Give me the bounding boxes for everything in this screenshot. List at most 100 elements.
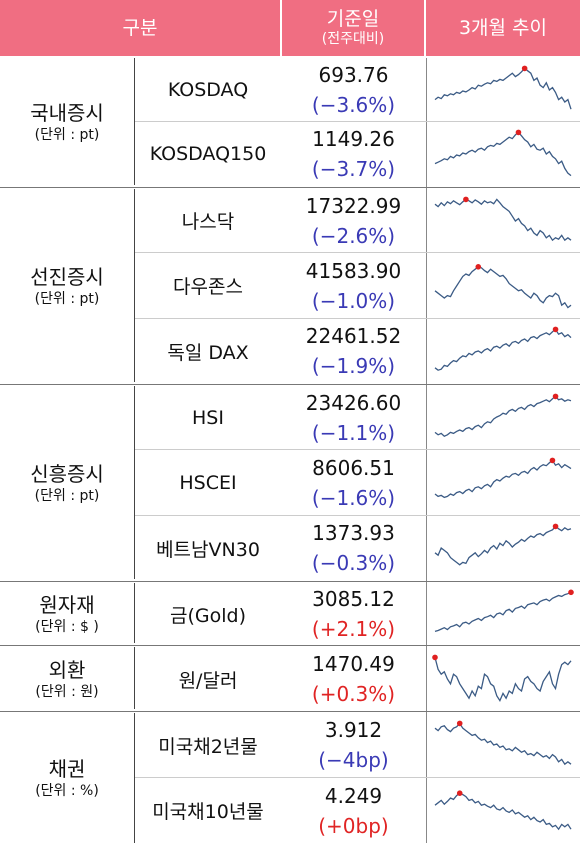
- group-name: 원자재: [39, 593, 95, 617]
- item-name: KOSDAQ: [167, 78, 249, 101]
- item-value: 3.912 (−4bp): [282, 713, 425, 777]
- divider: [134, 583, 135, 643]
- sparkline-path: [434, 459, 572, 499]
- sparkline-path: [434, 395, 572, 437]
- sparkline-peak-marker: [432, 654, 438, 661]
- sparkline-peak-marker: [475, 264, 482, 270]
- sparkline-path: [434, 657, 572, 702]
- item-value: 693.76 (−3.6%): [282, 58, 425, 121]
- sparkline-path: [434, 722, 572, 766]
- value-number: 23426.60: [305, 390, 402, 415]
- header-trend: 3개월 추이: [458, 17, 548, 39]
- value-change: (−1.1%): [311, 420, 396, 445]
- row-divider: [135, 777, 580, 778]
- group-fx: 외환 (단위 : 원): [0, 647, 134, 711]
- row-divider: [135, 121, 580, 122]
- item-name: 나스닥: [181, 211, 235, 233]
- divider: [134, 189, 135, 382]
- header-category: 구분: [122, 17, 158, 39]
- row-divider: [135, 318, 580, 319]
- item-name: HSI: [192, 406, 224, 429]
- item-name: KOSDAQ150: [149, 143, 267, 165]
- trend-sparkline: [434, 589, 574, 633]
- item-name: 베트남VN30: [156, 538, 260, 561]
- sparkline-path: [434, 266, 572, 309]
- value-number: 41583.90: [305, 258, 402, 283]
- divider: [134, 713, 135, 843]
- trend-sparkline: [432, 654, 572, 702]
- group-divider: [0, 581, 580, 582]
- value-number: 693.76: [318, 62, 389, 87]
- sparkline-path: [434, 328, 572, 371]
- divider: [134, 386, 135, 579]
- sparkline-peak-marker: [549, 457, 556, 464]
- value-number: 3.912: [324, 718, 383, 742]
- value-change: (+2.1%): [311, 617, 396, 641]
- value-change: (+0bp): [318, 813, 389, 838]
- sparkline-path: [434, 591, 572, 633]
- header-value-cell: 기준일 (전주대비): [282, 0, 424, 56]
- group-unit: (단위 : $ ): [35, 619, 99, 635]
- item-name: 독일 DAX: [167, 341, 249, 364]
- sparkline-path: [434, 525, 572, 566]
- trend-sparkline: [434, 523, 572, 566]
- row-divider: [135, 252, 580, 253]
- group-name: 국내증시: [30, 101, 104, 125]
- divider: [134, 58, 135, 185]
- sparkline-peak-marker: [463, 196, 469, 203]
- item-value: 3085.12 (+2.1%): [282, 583, 425, 645]
- item-value: 4.249 (+0bp): [282, 778, 425, 843]
- sparkline-peak-marker: [521, 65, 528, 72]
- header-trend-cell: 3개월 추이: [426, 0, 580, 56]
- sparkline-path: [434, 131, 572, 177]
- trend-sparkline: [434, 65, 572, 110]
- sparkline-path: [434, 67, 572, 110]
- sparkline-peak-marker: [552, 326, 559, 333]
- sparkline-path: [434, 792, 572, 831]
- header-value-main: 기준일: [326, 8, 380, 30]
- sparkline-peak-marker: [456, 720, 463, 727]
- sparkline-peak-marker: [552, 523, 559, 530]
- value-change: (−4bp): [318, 748, 389, 772]
- value-number: 8606.51: [312, 455, 395, 480]
- value-change: (−3.6%): [311, 92, 396, 117]
- value-change: (+0.3%): [311, 682, 396, 706]
- item-name: HSCEI: [179, 471, 237, 494]
- value-change: (−1.9%): [311, 354, 396, 378]
- value-change: (−2.6%): [311, 223, 396, 248]
- item-name: 원/달러: [178, 669, 238, 692]
- sparkline-path: [434, 198, 572, 242]
- group-name: 외환: [48, 658, 86, 682]
- item-value: 1470.49 (+0.3%): [282, 647, 425, 711]
- sparkline-peak-marker: [552, 393, 559, 400]
- header-category-cell: 구분: [0, 0, 280, 56]
- group-unit: (단위 : pt): [34, 127, 100, 143]
- trend-sparkline: [434, 393, 572, 437]
- group-unit: (단위 : 원): [35, 684, 99, 700]
- value-number: 1149.26: [312, 127, 395, 151]
- item-name: 다우존스: [173, 276, 243, 298]
- item-value: 1373.93 (−0.3%): [282, 516, 425, 580]
- sparkline-peak-marker: [515, 129, 522, 136]
- value-change: (−0.3%): [311, 551, 396, 575]
- group-unit: (단위 : pt): [34, 291, 100, 307]
- trend-sparkline: [434, 720, 572, 766]
- item-name: 미국채10년물: [152, 801, 264, 823]
- value-number: 1470.49: [312, 652, 395, 676]
- group-domestic: 국내증시 (단위 : pt): [0, 58, 134, 186]
- group-divider: [0, 645, 580, 646]
- group-name: 선진증시: [30, 265, 104, 289]
- group-name: 채권: [48, 757, 86, 781]
- value-number: 17322.99: [305, 193, 402, 218]
- item-value: 1149.26 (−3.7%): [282, 122, 425, 186]
- item-value: 22461.52 (−1.9%): [282, 319, 425, 383]
- group-name: 신흥증시: [30, 462, 104, 486]
- group-unit: (단위 : pt): [34, 488, 100, 504]
- group-commodity: 원자재 (단위 : $ ): [0, 583, 134, 645]
- sparkline-peak-marker: [456, 790, 463, 796]
- trend-sparkline: [434, 326, 572, 371]
- group-emerging: 신흥증시 (단위 : pt): [0, 386, 134, 580]
- item-value: 41583.90 (−1.0%): [282, 253, 425, 318]
- item-name: 미국채2년물: [158, 735, 258, 758]
